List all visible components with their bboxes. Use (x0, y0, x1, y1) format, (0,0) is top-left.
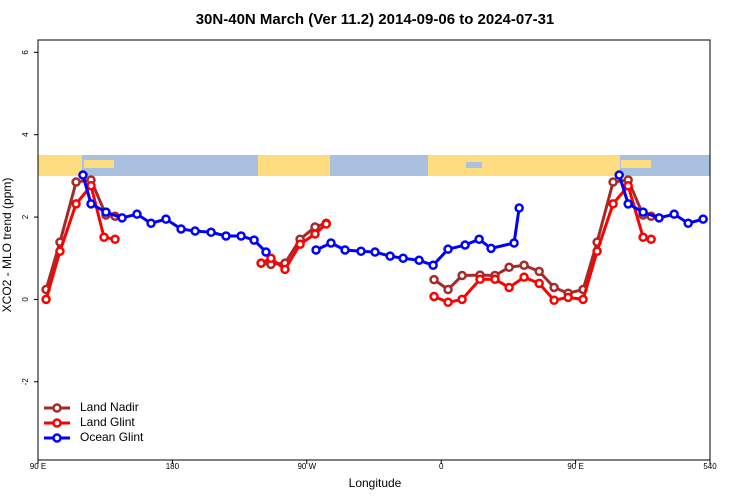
data-point (221, 231, 231, 241)
data-point (460, 240, 470, 250)
data-point (310, 229, 320, 239)
data-point (669, 209, 679, 219)
data-point (443, 284, 453, 295)
data-point (101, 207, 111, 217)
data-point (509, 238, 519, 248)
series-line (44, 178, 652, 295)
x-tick-label: 90 E (567, 462, 583, 471)
data-point (78, 170, 88, 180)
data-point (161, 214, 171, 224)
data-point (592, 246, 602, 256)
data-point (132, 209, 142, 219)
legend-label: Land Glint (80, 415, 135, 429)
x-tick-label: 90 W (297, 462, 316, 471)
data-point (514, 203, 524, 213)
data-point (110, 234, 120, 245)
data-point (646, 234, 656, 245)
data-point (429, 291, 439, 302)
data-point (326, 238, 336, 248)
map-strip (38, 155, 710, 176)
data-point (311, 245, 321, 255)
legend-marker (52, 433, 62, 443)
y-tick-label: 0 (21, 297, 30, 302)
data-point (356, 246, 366, 256)
data-point (563, 292, 573, 303)
data-point (475, 274, 485, 284)
data-point (99, 232, 109, 242)
data-point (457, 294, 467, 305)
data-point (117, 213, 127, 223)
x-tick-label: 540 (703, 462, 717, 471)
data-point (261, 247, 271, 257)
data-point (519, 260, 529, 270)
data-point (490, 274, 500, 284)
data-point (698, 214, 708, 224)
data-point (236, 231, 246, 241)
data-point (176, 224, 186, 234)
data-point (86, 199, 96, 209)
data-point (340, 245, 350, 255)
data-point (428, 260, 438, 270)
data-point (370, 247, 380, 257)
data-point (623, 199, 633, 209)
data-point (504, 282, 514, 293)
data-point (683, 218, 693, 228)
legend-label: Land Nadir (80, 400, 139, 414)
data-point (41, 294, 51, 305)
legend-marker (52, 403, 62, 413)
y-tick-label: 4 (21, 132, 30, 137)
data-point (86, 181, 96, 191)
data-point (71, 177, 81, 187)
data-point (534, 266, 544, 277)
data-point (443, 244, 453, 254)
data-point (614, 170, 624, 180)
x-tick-label: 180 (166, 462, 180, 471)
data-point (429, 274, 439, 285)
chart-title: 30N-40N March (Ver 11.2) 2014-09-06 to 2… (196, 11, 555, 28)
x-tick-label: 0 (439, 462, 444, 471)
data-point (608, 199, 618, 209)
data-point (638, 207, 648, 217)
data-point (206, 227, 216, 238)
legend-marker (52, 418, 62, 428)
plot-frame (37, 39, 711, 461)
data-point (398, 253, 408, 263)
data-point (486, 243, 496, 254)
data-point (190, 226, 200, 236)
y-tick-label: -2 (21, 378, 30, 386)
data-point (578, 294, 588, 305)
data-point (504, 262, 514, 273)
data-point (638, 232, 648, 242)
data-point (608, 177, 618, 187)
data-point (249, 235, 259, 245)
legend-label: Ocean Glint (80, 430, 144, 444)
data-point (55, 246, 65, 256)
data-point (457, 270, 467, 281)
data-point (443, 297, 453, 308)
x-axis-label: Longitude (349, 476, 402, 490)
data-point (519, 272, 529, 282)
y-axis-label: XCO2 - MLO trend (ppm) (0, 178, 14, 313)
data-point (385, 251, 395, 261)
y-tick-label: 2 (21, 214, 30, 219)
data-point (474, 234, 484, 245)
y-tick-label: 6 (21, 50, 30, 55)
series-line (44, 182, 652, 304)
data-point (549, 282, 559, 293)
data-point (549, 295, 559, 305)
data-point (534, 278, 544, 289)
x-tick-label: 90 E (30, 462, 46, 471)
data-point (414, 255, 424, 266)
data-point (295, 239, 305, 249)
data-point (146, 218, 156, 228)
data-point (654, 213, 664, 223)
data-point (321, 219, 331, 229)
data-point (623, 181, 633, 191)
data-point (280, 264, 290, 275)
data-point (71, 199, 81, 209)
data-point (266, 253, 276, 263)
data-point (256, 258, 266, 268)
